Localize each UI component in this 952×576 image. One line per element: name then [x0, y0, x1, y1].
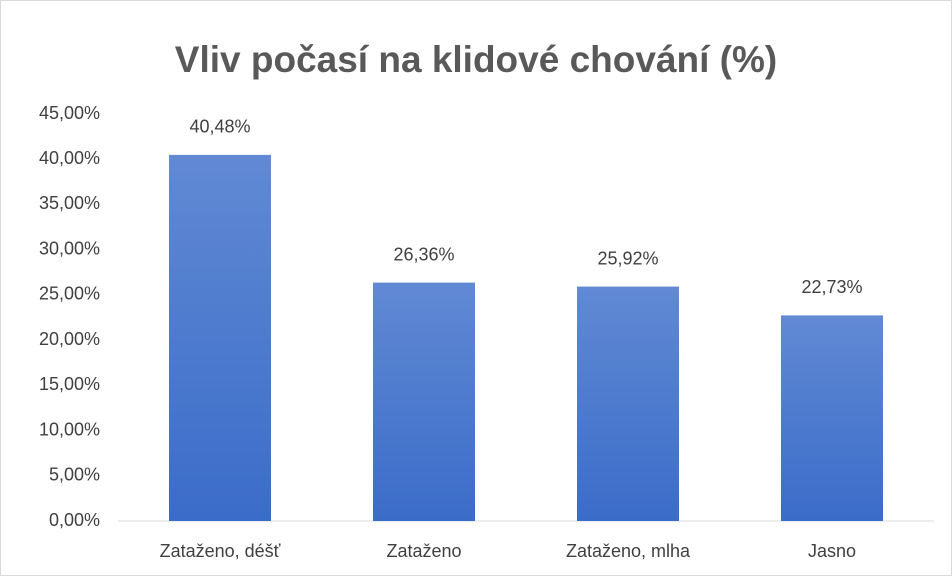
x-tick-label: Jasno	[808, 541, 856, 561]
bar	[577, 286, 679, 521]
y-tick-label: 35,00%	[39, 193, 100, 213]
y-tick-label: 15,00%	[39, 374, 100, 394]
x-tick-label: Zataženo, mlha	[566, 541, 691, 561]
y-tick-label: 25,00%	[39, 284, 100, 304]
x-tick-label: Zataženo	[386, 541, 461, 561]
y-tick-label: 20,00%	[39, 329, 100, 349]
y-tick-label: 10,00%	[39, 419, 100, 439]
data-label: 40,48%	[189, 117, 250, 137]
y-tick-label: 40,00%	[39, 148, 100, 168]
x-tick-label: Zataženo, déšť	[160, 541, 281, 561]
data-label: 26,36%	[393, 244, 454, 264]
y-tick-label: 45,00%	[39, 103, 100, 123]
chart-title: Vliv počasí na klidové chování (%)	[175, 39, 777, 80]
data-label: 22,73%	[801, 277, 862, 297]
bar	[169, 154, 271, 521]
y-tick-label: 0,00%	[49, 510, 100, 530]
data-label: 25,92%	[597, 248, 658, 268]
bar	[373, 282, 475, 521]
y-tick-label: 5,00%	[49, 465, 100, 485]
bar	[781, 315, 883, 521]
y-tick-label: 30,00%	[39, 238, 100, 258]
